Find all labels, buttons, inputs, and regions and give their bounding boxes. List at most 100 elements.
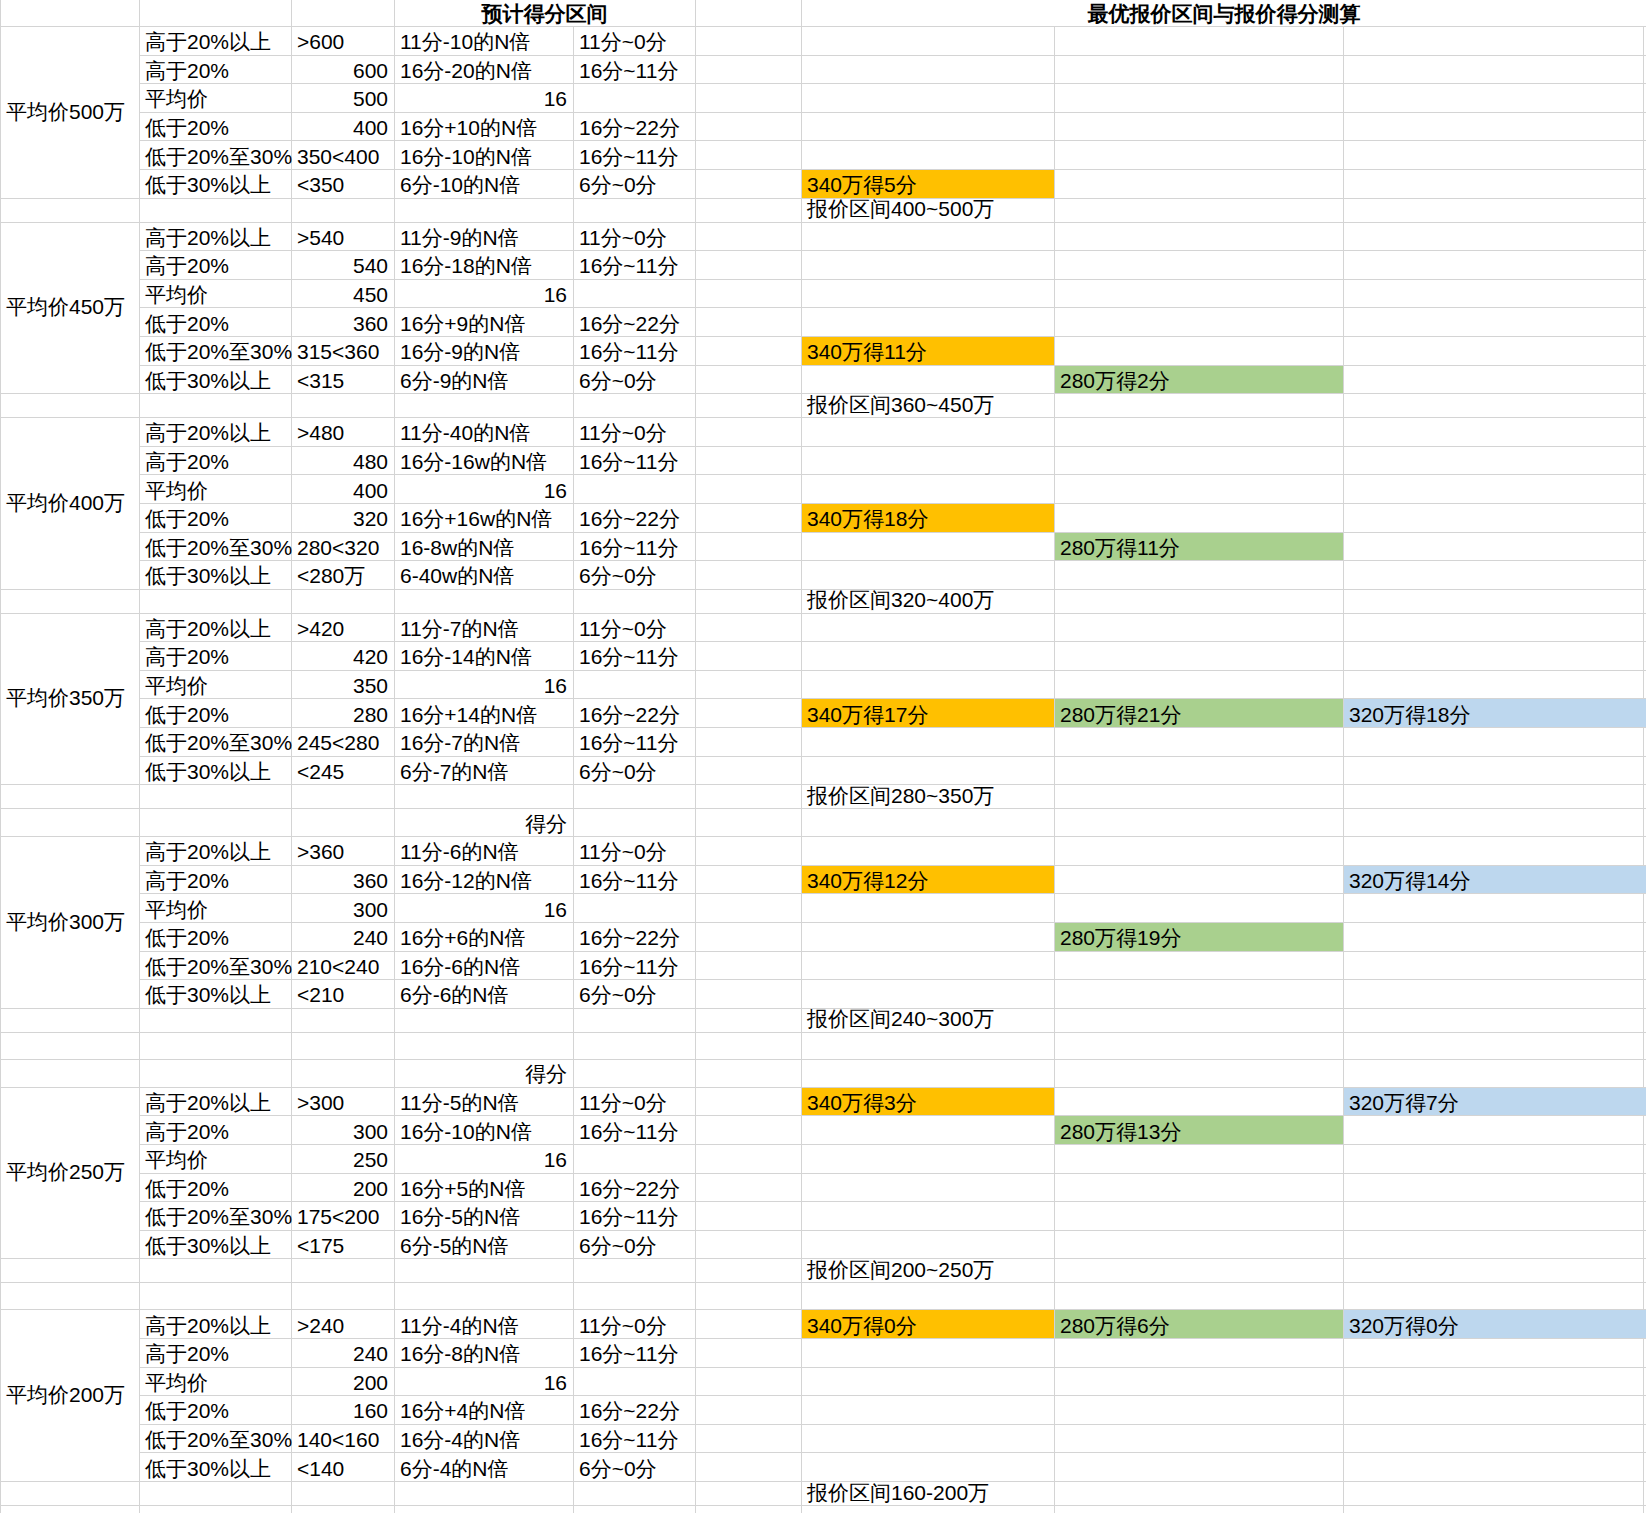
cell[interactable]	[1344, 1368, 1644, 1397]
cell[interactable]	[574, 1009, 696, 1033]
tier-label[interactable]: 低于20%至30%	[140, 728, 292, 757]
cell[interactable]	[802, 642, 1055, 671]
cell[interactable]	[1055, 590, 1344, 614]
cell[interactable]	[292, 199, 395, 223]
tier-label[interactable]: 低于30%以上	[140, 980, 292, 1009]
cell[interactable]	[696, 757, 802, 786]
cell[interactable]	[140, 1033, 292, 1060]
cell[interactable]	[1055, 1174, 1344, 1203]
tier-value[interactable]: 160	[292, 1396, 395, 1425]
cell[interactable]	[802, 1425, 1055, 1454]
tier-formula[interactable]: 16	[395, 84, 574, 113]
cell[interactable]	[574, 1033, 696, 1060]
cell[interactable]	[1, 1259, 140, 1283]
cell[interactable]	[696, 27, 802, 56]
cell[interactable]	[696, 447, 802, 476]
cell[interactable]	[574, 1482, 696, 1506]
cell[interactable]	[802, 757, 1055, 786]
tier-value[interactable]: 280<320	[292, 533, 395, 562]
tier-formula[interactable]: 16分+6的N倍	[395, 923, 574, 952]
cell[interactable]	[395, 590, 574, 614]
cell[interactable]	[292, 1506, 395, 1513]
cell[interactable]	[1344, 504, 1644, 533]
cell[interactable]	[1344, 251, 1644, 280]
cell[interactable]	[1, 809, 140, 837]
cell[interactable]	[1344, 394, 1644, 418]
tier-value[interactable]: 400	[292, 113, 395, 142]
cell[interactable]	[1344, 614, 1644, 643]
tier-value[interactable]: <350	[292, 170, 395, 199]
quote-range-text[interactable]: 报价区间400~500万	[802, 199, 1055, 223]
tier-range[interactable]: 16分~11分	[574, 952, 696, 981]
cell[interactable]	[696, 366, 802, 395]
cell[interactable]	[696, 1506, 802, 1513]
tier-range[interactable]: 16分~11分	[574, 1202, 696, 1231]
cell[interactable]	[802, 280, 1055, 309]
cell[interactable]	[1344, 1283, 1644, 1310]
tier-value[interactable]: >480	[292, 418, 395, 447]
avg-price-label[interactable]: 平均价500万	[1, 27, 140, 199]
cell[interactable]	[140, 199, 292, 223]
tier-formula[interactable]: 11分-10的N倍	[395, 27, 574, 56]
tier-label[interactable]: 高于20%以上	[140, 223, 292, 252]
cell[interactable]	[1055, 1088, 1344, 1117]
cell[interactable]	[1055, 308, 1344, 337]
tier-formula[interactable]: 6-40w的N倍	[395, 561, 574, 590]
cell[interactable]	[802, 1033, 1055, 1060]
tier-range[interactable]: 16分~11分	[574, 533, 696, 562]
tier-formula[interactable]: 16分+4的N倍	[395, 1396, 574, 1425]
tier-range[interactable]: 11分~0分	[574, 1310, 696, 1339]
cell[interactable]	[140, 809, 292, 837]
tier-range[interactable]: 16分~11分	[574, 337, 696, 366]
tier-formula[interactable]: 16分-16w的N倍	[395, 447, 574, 476]
tier-formula[interactable]: 11分-9的N倍	[395, 223, 574, 252]
cell[interactable]	[802, 952, 1055, 981]
cell[interactable]	[292, 0, 395, 27]
tier-formula[interactable]: 16	[395, 894, 574, 923]
tier-label[interactable]: 平均价	[140, 475, 292, 504]
cell[interactable]	[395, 785, 574, 809]
cell[interactable]	[1055, 223, 1344, 252]
cell[interactable]	[696, 84, 802, 113]
cell[interactable]	[292, 785, 395, 809]
tier-formula[interactable]: 16分-9的N倍	[395, 337, 574, 366]
cell[interactable]	[696, 1310, 802, 1339]
cell[interactable]	[802, 561, 1055, 590]
tier-label[interactable]: 高于20%	[140, 642, 292, 671]
cell[interactable]	[696, 418, 802, 447]
cell[interactable]	[1055, 337, 1344, 366]
cell[interactable]	[1344, 280, 1644, 309]
cell[interactable]	[574, 1506, 696, 1513]
tier-range[interactable]	[574, 1145, 696, 1174]
tier-range[interactable]: 16分~11分	[574, 251, 696, 280]
cell[interactable]	[140, 1482, 292, 1506]
cell[interactable]	[292, 590, 395, 614]
cell[interactable]	[802, 1060, 1055, 1088]
cell[interactable]	[574, 394, 696, 418]
tier-formula[interactable]: 6分-7的N倍	[395, 757, 574, 786]
cell[interactable]	[696, 251, 802, 280]
cell[interactable]	[802, 809, 1055, 837]
cell[interactable]	[1055, 1009, 1344, 1033]
cell[interactable]	[1344, 170, 1644, 199]
tier-label[interactable]: 低于20%	[140, 504, 292, 533]
cell[interactable]	[802, 366, 1055, 395]
tier-value[interactable]: 480	[292, 447, 395, 476]
highlight-cell-orange[interactable]: 340万得11分	[802, 337, 1055, 366]
cell[interactable]	[1, 1482, 140, 1506]
score-header[interactable]: 得分	[395, 809, 574, 837]
cell[interactable]	[696, 1425, 802, 1454]
highlight-cell-orange[interactable]: 340万得5分	[802, 170, 1055, 199]
cell[interactable]	[696, 199, 802, 223]
cell[interactable]	[395, 1506, 574, 1513]
cell[interactable]	[395, 394, 574, 418]
quote-range-text[interactable]: 报价区间160-200万	[802, 1482, 1055, 1506]
cell[interactable]	[696, 337, 802, 366]
quote-range-text[interactable]: 报价区间360~450万	[802, 394, 1055, 418]
cell[interactable]	[696, 923, 802, 952]
tier-range[interactable]	[574, 671, 696, 700]
cell[interactable]	[1055, 394, 1344, 418]
cell[interactable]	[802, 1453, 1055, 1482]
cell[interactable]	[696, 113, 802, 142]
cell[interactable]	[696, 280, 802, 309]
